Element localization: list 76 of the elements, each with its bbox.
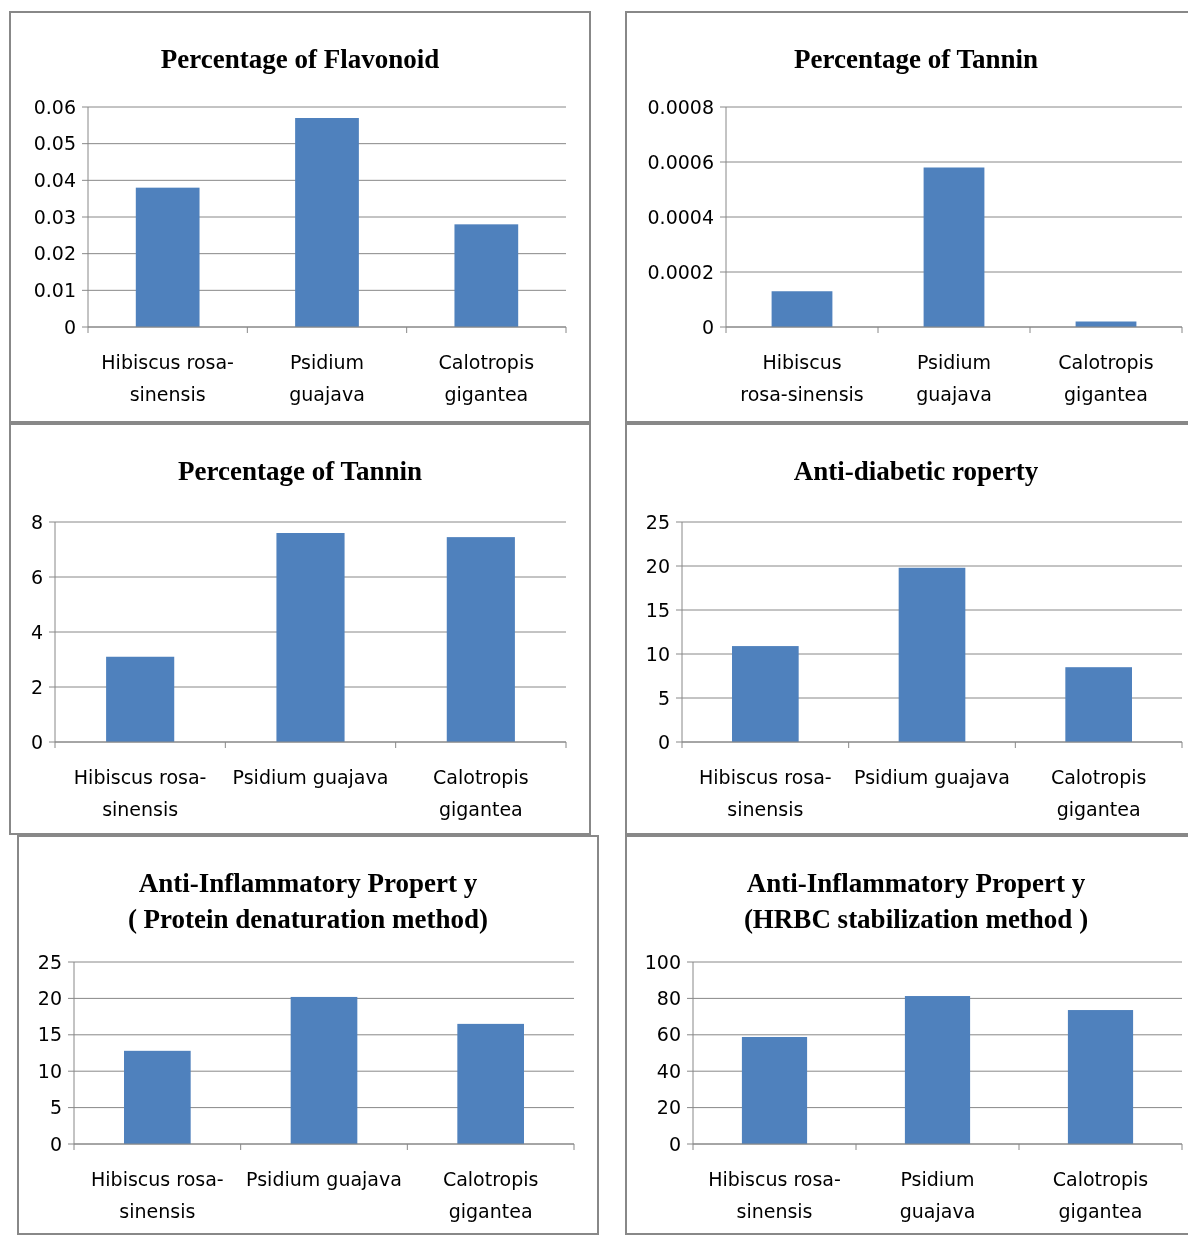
y-tick-label: 20 bbox=[656, 1096, 681, 1119]
x-tick-label: Psidium guajava bbox=[232, 766, 389, 788]
bar bbox=[446, 537, 515, 742]
y-tick-label: 0 bbox=[701, 315, 714, 338]
y-tick-label: 0 bbox=[63, 315, 76, 338]
bar bbox=[454, 224, 519, 327]
bar bbox=[904, 996, 971, 1144]
bar bbox=[741, 1036, 808, 1144]
x-tick-label: Calotropis gigantea bbox=[442, 1168, 539, 1222]
bar bbox=[106, 656, 175, 742]
bar bbox=[732, 646, 799, 742]
y-tick-label: 0.01 bbox=[33, 278, 76, 301]
bar bbox=[898, 567, 966, 742]
x-tick-label: Hibiscus rosa-sinensis bbox=[740, 351, 864, 405]
y-tick-label: 0 bbox=[30, 730, 43, 753]
chart-title: Percentage of Tannin bbox=[177, 456, 423, 486]
bar bbox=[457, 1023, 524, 1144]
y-tick-label: 4 bbox=[30, 620, 43, 643]
bar bbox=[1065, 667, 1132, 742]
y-tick-label: 0.03 bbox=[33, 205, 76, 228]
bar bbox=[923, 167, 985, 327]
x-tick-label: Calotropis gigantea bbox=[433, 766, 529, 820]
bar bbox=[135, 187, 200, 327]
y-tick-label: 0.0006 bbox=[647, 150, 714, 173]
y-tick-label: 0.0004 bbox=[647, 205, 714, 228]
x-tick-label: Hibiscus rosa-sinensis bbox=[699, 766, 832, 820]
y-tick-label: 10 bbox=[645, 642, 670, 665]
y-tick-label: 6 bbox=[30, 565, 43, 588]
bar bbox=[290, 996, 358, 1144]
bar bbox=[771, 291, 833, 327]
y-tick-label: 25 bbox=[37, 950, 62, 973]
x-tick-label: Psidium guajava bbox=[854, 766, 1010, 788]
y-tick-label: 40 bbox=[656, 1059, 681, 1082]
x-tick-label: Hibiscus rosa-sinensis bbox=[73, 766, 207, 820]
y-tick-label: 80 bbox=[656, 987, 681, 1010]
x-tick-label: Psidium guajava bbox=[246, 1168, 402, 1190]
y-tick-label: 0 bbox=[657, 730, 670, 753]
y-tick-label: 0.02 bbox=[33, 242, 76, 265]
y-tick-label: 2 bbox=[30, 675, 43, 698]
x-tick-label: Calotropis gigantea bbox=[1050, 766, 1147, 820]
chart-title: Percentage of Tannin bbox=[793, 44, 1039, 74]
y-tick-label: 20 bbox=[645, 554, 670, 577]
y-tick-label: 0.0008 bbox=[647, 95, 714, 118]
x-tick-label: Psidium guajava bbox=[916, 351, 992, 405]
chart-title: Anti-Inflammatory Propert y (HRBC stabilization method ) bbox=[743, 868, 1089, 934]
x-tick-label: Calotropis gigantea bbox=[1058, 351, 1154, 405]
y-tick-label: 15 bbox=[37, 1023, 62, 1046]
y-tick-label: 0.0002 bbox=[647, 260, 714, 283]
y-tick-label: 10 bbox=[37, 1059, 62, 1082]
bar bbox=[295, 118, 359, 327]
bar bbox=[124, 1050, 191, 1144]
x-tick-label: Hibiscus rosa-sinensis bbox=[91, 1168, 224, 1222]
y-tick-label: 0 bbox=[49, 1132, 62, 1155]
x-tick-label: Calotropis gigantea bbox=[1052, 1168, 1149, 1222]
bar bbox=[276, 533, 345, 742]
y-tick-label: 0.06 bbox=[33, 95, 76, 118]
x-tick-label: Psidium guajava bbox=[289, 351, 365, 405]
chart-title: Anti-Inflammatory Propert y ( Protein denaturation method) bbox=[127, 868, 489, 934]
chart-title: Percentage of Flavonoid bbox=[160, 44, 440, 74]
y-tick-label: 8 bbox=[30, 510, 43, 533]
x-tick-label: Psidium guajava bbox=[899, 1168, 976, 1222]
chart-title: Anti-diabetic roperty bbox=[793, 456, 1039, 486]
y-tick-label: 0 bbox=[668, 1132, 681, 1155]
x-tick-label: Hibiscus rosa-sinensis bbox=[708, 1168, 841, 1222]
y-tick-label: 0.05 bbox=[33, 132, 76, 155]
y-tick-label: 5 bbox=[49, 1096, 62, 1119]
y-tick-label: 20 bbox=[37, 987, 62, 1010]
x-tick-label: Calotropis gigantea bbox=[438, 351, 535, 405]
y-tick-label: 60 bbox=[656, 1023, 681, 1046]
y-tick-label: 100 bbox=[644, 950, 681, 973]
y-tick-label: 25 bbox=[645, 510, 670, 533]
y-tick-label: 15 bbox=[645, 598, 670, 621]
y-tick-label: 5 bbox=[657, 686, 670, 709]
x-tick-label: Hibiscus rosa-sinensis bbox=[101, 351, 234, 405]
y-tick-label: 0.04 bbox=[33, 168, 76, 191]
bar bbox=[1067, 1010, 1134, 1144]
